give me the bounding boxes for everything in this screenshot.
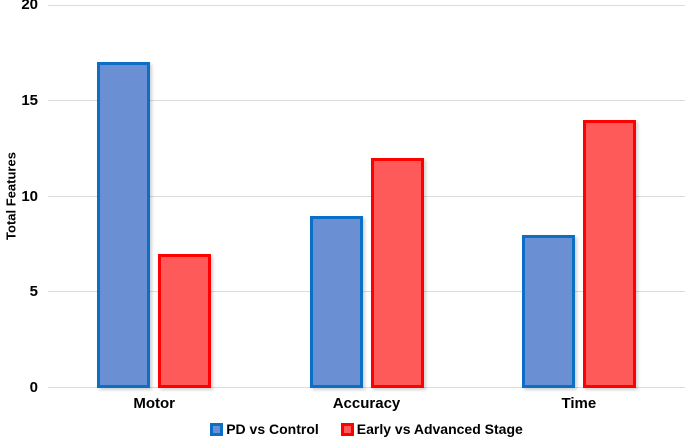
- gridline-15: [48, 99, 685, 101]
- bar-early-vs-advanced-stage-accuracy: [370, 158, 424, 388]
- y-tick-label-5: 5: [29, 283, 38, 301]
- legend-item-early-vs-advanced-stage: Early vs Advanced Stage: [340, 421, 523, 437]
- legend-item-pd-vs-control: PD vs Control: [210, 421, 319, 437]
- legend-label: PD vs Control: [226, 421, 319, 437]
- bar-pd-vs-control-accuracy: [309, 215, 363, 388]
- x-category-label-motor: Motor: [133, 395, 175, 412]
- bar-pd-vs-control-motor: [97, 62, 151, 388]
- x-category-label-time: Time: [561, 395, 597, 412]
- plot-area: [48, 5, 685, 388]
- gridline-20: [48, 5, 685, 6]
- gridline-5: [48, 291, 685, 293]
- legend-marker-pd-vs-control: [210, 422, 224, 436]
- legend: PD vs Control Early vs Advanced Stage: [48, 421, 685, 437]
- legend-label: Early vs Advanced Stage: [356, 421, 523, 437]
- y-tick-label-20: 20: [21, 0, 38, 13]
- x-category-label-accuracy: Accuracy: [332, 395, 401, 412]
- y-tick-label-0: 0: [29, 379, 38, 396]
- y-tick-label-15: 15: [21, 91, 38, 109]
- bar-pd-vs-control-time: [521, 234, 575, 388]
- y-tick-label-10: 10: [21, 187, 38, 205]
- gridline-0: [48, 387, 685, 388]
- bar-early-vs-advanced-stage-time: [582, 119, 636, 388]
- legend-marker-early-vs-advanced-stage: [340, 422, 354, 436]
- gridline-10: [48, 195, 685, 197]
- bar-early-vs-advanced-stage-motor: [158, 253, 212, 388]
